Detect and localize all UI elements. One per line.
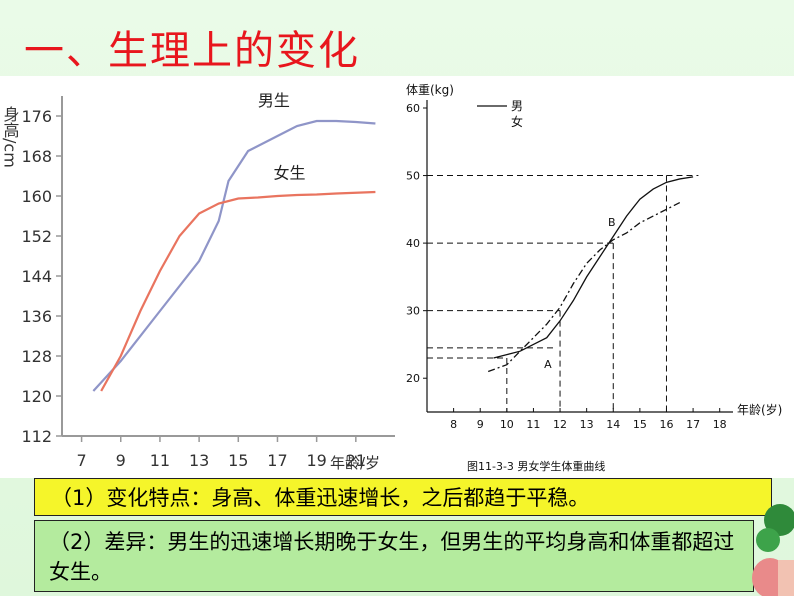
height-y-tick-label: 112 (21, 427, 52, 446)
weight-point-label-b: B (608, 216, 616, 229)
height-x-tick-label: 7 (76, 451, 86, 470)
point-two-box: （2）差异：男生的迅速增长期晚于女生，但男生的平均身高和体重都超过女生。 (34, 520, 754, 592)
weight-y-tick-label: 20 (406, 372, 420, 385)
height-chart: 身高/cm 年龄/岁 112 120 128 136 144 152 160 168 176 7 9… (1, 91, 395, 472)
height-legend-boys: 男生 (258, 91, 290, 110)
height-y-tick-label: 136 (21, 307, 52, 326)
height-chart-ylabel: 身高/cm (1, 106, 20, 168)
weight-x-tick-label: 11 (526, 418, 540, 431)
height-y-tick-label: 120 (21, 387, 52, 406)
page-title: 一、生理上的变化 (24, 28, 360, 74)
weight-point-label-a: A (544, 358, 552, 371)
height-x-tick-label: 19 (306, 451, 326, 470)
weight-legend-girls: 女 (511, 114, 523, 129)
height-y-tick-label: 176 (21, 107, 52, 126)
weight-chart-caption: 图11-3-3 男女学生体重曲线 (467, 459, 605, 473)
weight-x-tick-label: 16 (659, 418, 673, 431)
weight-x-tick-label: 10 (500, 418, 514, 431)
plant-decoration-icon (752, 504, 794, 596)
height-x-tick-label: 9 (116, 451, 126, 470)
height-legend-girls: 女生 (274, 164, 306, 183)
height-x-tick-label: 17 (267, 451, 287, 470)
weight-x-tick-label: 9 (477, 418, 484, 431)
weight-x-tick-label: 13 (580, 418, 594, 431)
weight-chart-xlabel: 年龄(岁) (737, 402, 782, 417)
weight-chart-panel: 体重(kg) 年龄(岁) 图11-3-3 男女学生体重曲线 20 30 40 50 60… (403, 76, 794, 478)
height-x-tick-label: 11 (150, 451, 170, 470)
height-x-tick-label: 13 (189, 451, 209, 470)
weight-series-boys (493, 176, 694, 359)
weight-x-tick-label: 12 (553, 418, 567, 431)
weight-y-tick-label: 30 (406, 305, 420, 318)
height-y-tick-label: 168 (21, 147, 52, 166)
weight-x-tick-label: 8 (450, 418, 457, 431)
weight-y-tick-label: 50 (406, 170, 420, 183)
weight-x-tick-label: 15 (633, 418, 647, 431)
weight-legend-boys: 男 (511, 99, 523, 113)
height-y-tick-label: 128 (21, 347, 52, 366)
weight-y-tick-label: 40 (406, 237, 420, 250)
weight-series-girls (487, 201, 681, 373)
weight-y-tick-label: 60 (406, 102, 420, 115)
height-chart-xlabel: 年龄/岁 (330, 454, 380, 472)
height-y-tick-label: 152 (21, 227, 52, 246)
weight-x-tick-label: 14 (606, 418, 620, 431)
height-series-girls (100, 190, 376, 392)
height-x-tick-label: 21 (346, 451, 366, 470)
weight-x-tick-label: 17 (686, 418, 700, 431)
weight-x-tick-label: 18 (713, 418, 727, 431)
weight-chart-ylabel: 体重(kg) (406, 83, 454, 97)
height-x-tick-label: 15 (228, 451, 248, 470)
height-chart-panel: 身高/cm 年龄/岁 112 120 128 136 144 152 160 168 176 7 9… (0, 76, 403, 478)
weight-chart: 体重(kg) 年龄(岁) 图11-3-3 男女学生体重曲线 20 30 40 50 60… (406, 83, 782, 473)
height-series-boys (92, 119, 376, 392)
height-y-tick-label: 160 (21, 187, 52, 206)
height-y-tick-label: 144 (21, 267, 52, 286)
point-one-box: （1）变化特点：身高、体重迅速增长，之后都趋于平稳。 (34, 478, 772, 516)
